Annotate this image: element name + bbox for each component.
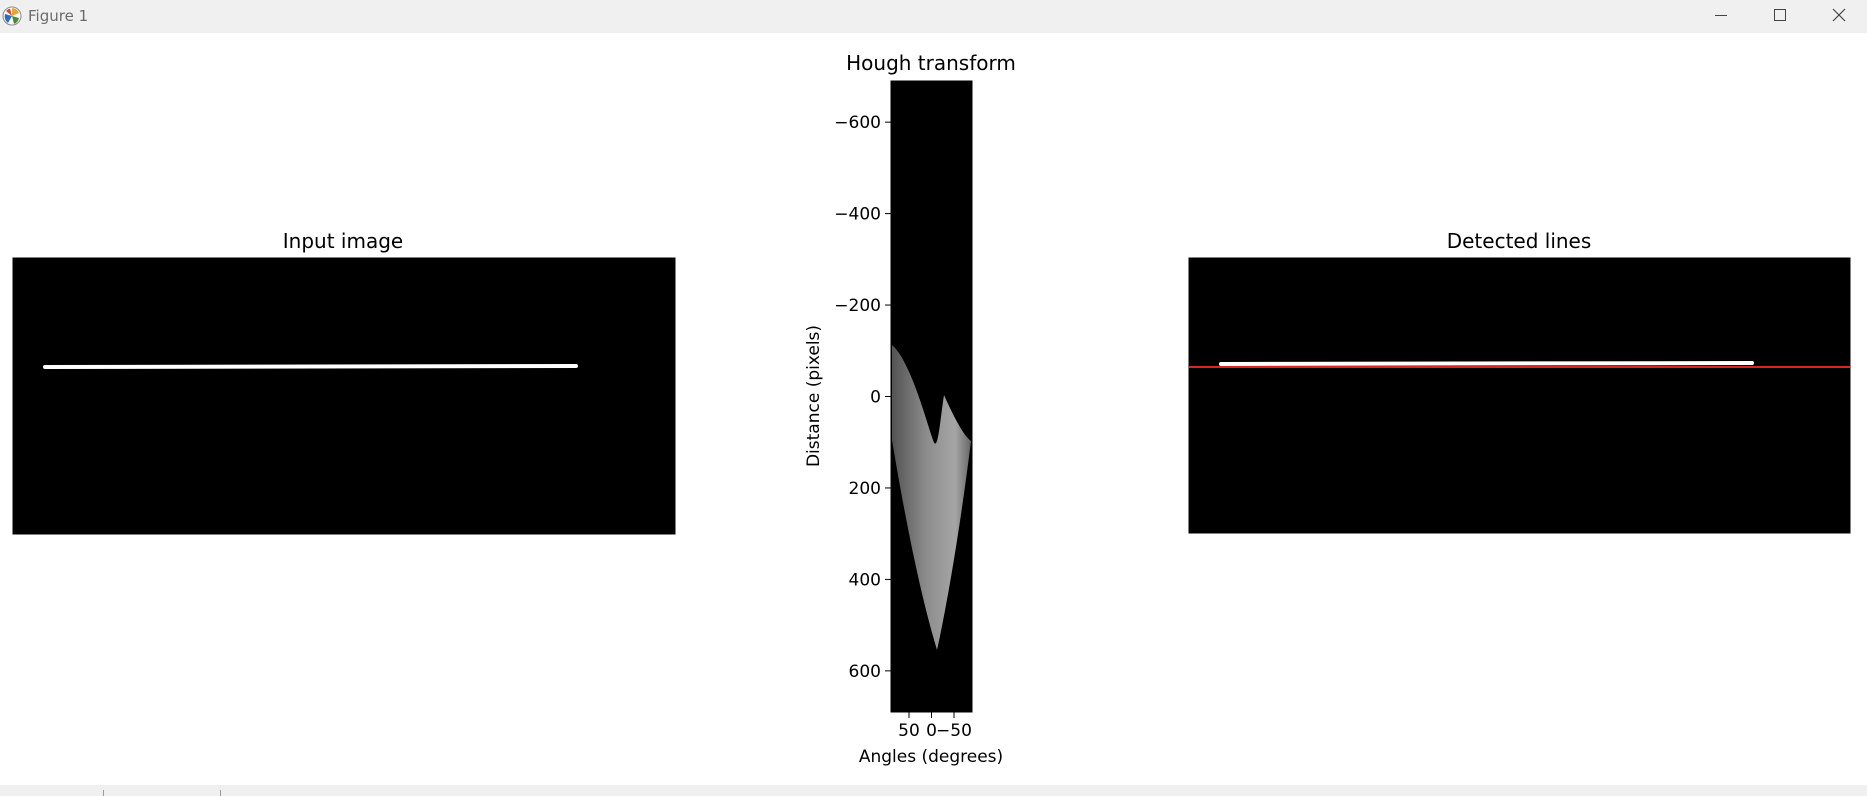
maximize-button[interactable] [1751, 0, 1809, 30]
toolbar-separator [220, 790, 221, 796]
detected-lines-title: Detected lines [1447, 229, 1592, 253]
hough-title: Hough transform [846, 51, 1016, 75]
detected-lines-image [1188, 257, 1851, 534]
input-image [12, 257, 676, 535]
y-tick-label: 0 [870, 388, 881, 408]
y-tick-label: 600 [849, 662, 881, 682]
y-tick-label: 200 [849, 479, 881, 499]
toolbar-strip [0, 785, 1867, 796]
close-icon [1832, 8, 1846, 22]
hough-xlabel: Angles (degrees) [859, 747, 1003, 767]
matplotlib-logo-icon [2, 6, 22, 26]
y-tick-label: −600 [834, 113, 881, 133]
y-tick-label: 400 [849, 570, 881, 590]
figure-svg: Input image Hough transform −600 −400 −200… [12, 51, 1851, 767]
x-tick-label: −50 [936, 721, 972, 741]
x-tick-label: 0 [926, 721, 937, 741]
y-tick-label: −200 [834, 296, 881, 316]
hough-ylabel: Distance (pixels) [804, 325, 824, 467]
minimize-icon [1715, 15, 1727, 16]
y-tick-label: −400 [834, 205, 881, 225]
title-bar: Figure 1 [0, 0, 1867, 33]
close-button[interactable] [1810, 0, 1867, 30]
x-tick-label: 50 [898, 721, 920, 741]
input-image-title: Input image [283, 229, 403, 253]
figure-canvas[interactable]: Input image Hough transform −600 −400 −200… [0, 33, 1867, 785]
window-title: Figure 1 [28, 7, 89, 25]
toolbar-separator [103, 790, 104, 796]
input-line [43, 364, 578, 369]
maximize-icon [1774, 9, 1786, 21]
hough-x-axis: 50 0 −50 [898, 712, 972, 741]
detected-input-line [1219, 361, 1754, 366]
hough-sinusoid-band [892, 345, 971, 650]
minimize-button[interactable] [1692, 0, 1750, 30]
hough-y-axis: −600 −400 −200 0 200 400 600 [834, 113, 891, 682]
